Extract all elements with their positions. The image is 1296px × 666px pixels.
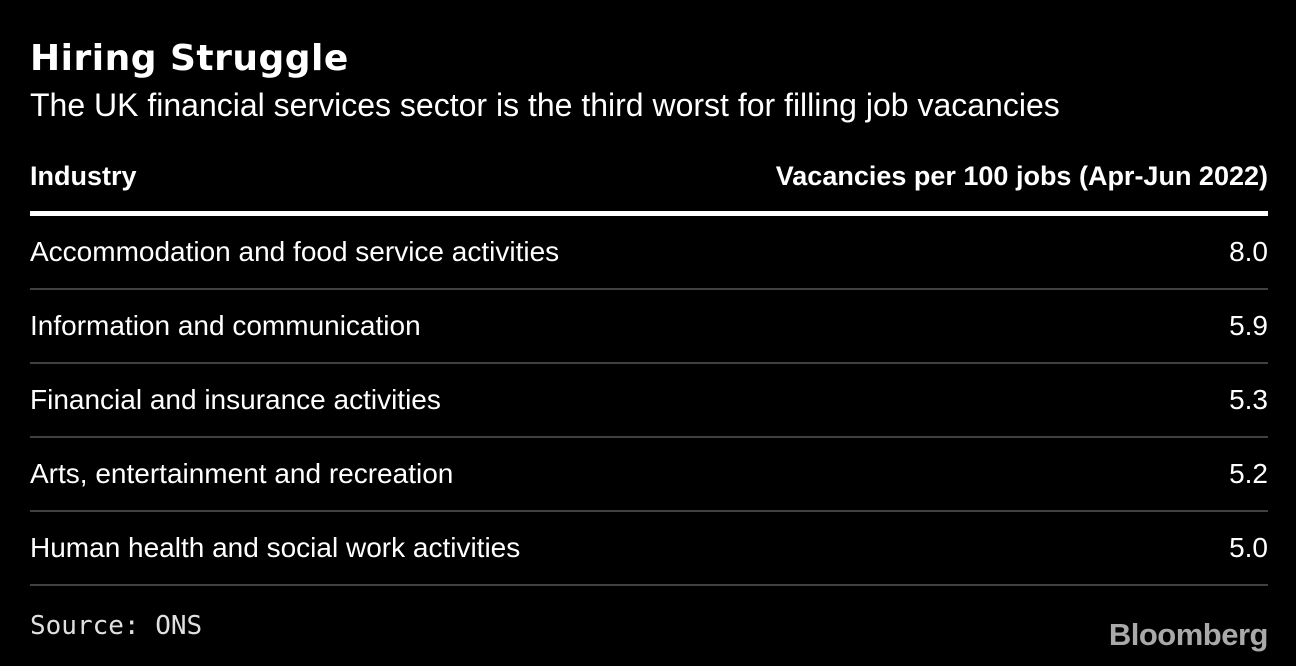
table-header: Industry Vacancies per 100 jobs (Apr-Jun… bbox=[30, 161, 1268, 192]
column-header-industry: Industry bbox=[30, 161, 137, 191]
row-value: 8.0 bbox=[1229, 236, 1268, 267]
table-row: Information and communication 5.9 bbox=[30, 290, 1268, 364]
chart-title: Hiring Struggle bbox=[30, 38, 349, 79]
row-label: Arts, entertainment and recreation bbox=[30, 458, 454, 489]
row-value: 5.2 bbox=[1229, 458, 1268, 489]
row-label: Accommodation and food service activitie… bbox=[30, 236, 560, 267]
row-label: Financial and insurance activities bbox=[30, 384, 441, 415]
row-value: 5.9 bbox=[1229, 310, 1268, 341]
column-header-vacancies: Vacancies per 100 jobs (Apr-Jun 2022) bbox=[775, 161, 1268, 191]
row-value: 5.3 bbox=[1229, 384, 1268, 415]
table-row: Arts, entertainment and recreation 5.2 bbox=[30, 438, 1268, 512]
table-row: Human health and social work activities … bbox=[30, 512, 1268, 586]
bloomberg-logo: Bloomberg bbox=[1108, 617, 1269, 652]
row-label: Human health and social work activities bbox=[30, 532, 521, 563]
table-row: Financial and insurance activities 5.3 bbox=[30, 364, 1268, 438]
table-body: Accommodation and food service activitie… bbox=[30, 216, 1268, 586]
row-label: Information and communication bbox=[30, 310, 421, 341]
row-value: 5.0 bbox=[1229, 532, 1268, 563]
header-rule bbox=[30, 211, 1268, 216]
chart-subtitle: The UK financial services sector is the … bbox=[30, 87, 1060, 123]
source-label: Source: ONS bbox=[30, 611, 203, 641]
table-row: Accommodation and food service activitie… bbox=[30, 216, 1268, 290]
